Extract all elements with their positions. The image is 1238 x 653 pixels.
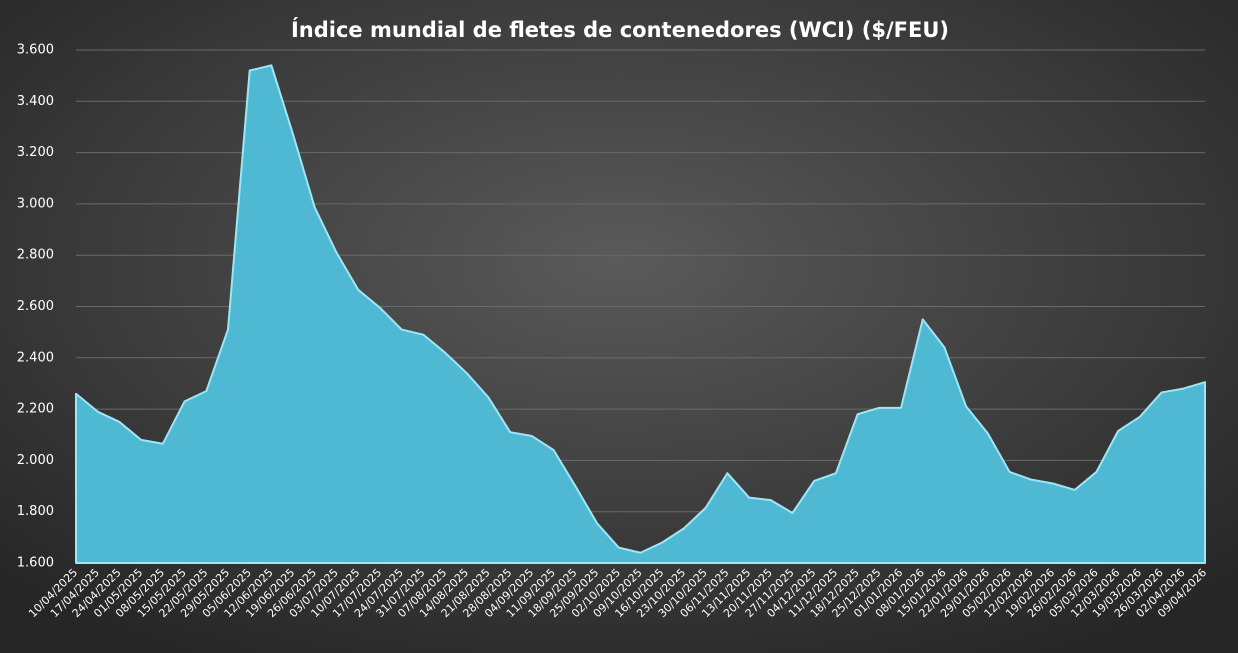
y-tick-label: 3.600 — [17, 43, 54, 58]
area — [75, 64, 1206, 564]
y-tick-label: 3.200 — [17, 145, 54, 160]
y-tick-label: 2.400 — [17, 350, 54, 365]
y-tick-label: 2.200 — [17, 402, 54, 417]
y-tick-label: 1.600 — [17, 556, 54, 571]
y-tick-label: 1.800 — [17, 504, 54, 519]
y-tick-label: 2.600 — [17, 299, 54, 314]
chart-title: Índice mundial de fletes de contenedores… — [291, 17, 949, 42]
y-tick-label: 2.800 — [17, 248, 54, 263]
y-tick-label: 2.000 — [17, 453, 54, 468]
y-tick-label: 3.400 — [17, 94, 54, 109]
y-tick-label: 3.000 — [17, 196, 54, 211]
